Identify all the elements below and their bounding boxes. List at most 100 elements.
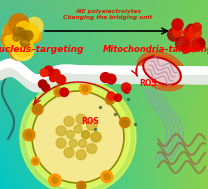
Circle shape — [154, 67, 162, 75]
Circle shape — [113, 75, 121, 83]
Circle shape — [115, 75, 123, 83]
Circle shape — [76, 150, 86, 160]
Circle shape — [60, 88, 68, 97]
Circle shape — [96, 66, 104, 74]
Circle shape — [69, 65, 77, 73]
Circle shape — [92, 75, 100, 83]
Circle shape — [3, 24, 18, 40]
Circle shape — [61, 65, 69, 73]
Circle shape — [29, 74, 37, 82]
Circle shape — [0, 61, 8, 69]
Circle shape — [181, 76, 189, 84]
Circle shape — [32, 104, 43, 115]
Ellipse shape — [137, 51, 187, 91]
Circle shape — [154, 76, 162, 84]
Circle shape — [171, 67, 179, 75]
Circle shape — [120, 117, 130, 128]
Circle shape — [172, 19, 183, 30]
Circle shape — [16, 32, 30, 46]
Circle shape — [33, 75, 42, 83]
Circle shape — [24, 31, 31, 39]
Circle shape — [88, 66, 96, 74]
Circle shape — [181, 67, 189, 75]
Circle shape — [35, 107, 40, 112]
Circle shape — [186, 76, 194, 84]
Circle shape — [163, 67, 171, 75]
Circle shape — [109, 75, 116, 83]
Circle shape — [91, 132, 101, 142]
Circle shape — [11, 69, 19, 77]
Circle shape — [119, 66, 127, 74]
Circle shape — [79, 66, 87, 74]
Circle shape — [11, 60, 19, 68]
Circle shape — [21, 38, 29, 47]
Circle shape — [9, 14, 29, 34]
Circle shape — [29, 83, 37, 91]
Circle shape — [198, 67, 206, 75]
Circle shape — [188, 76, 196, 84]
Circle shape — [192, 67, 200, 75]
Circle shape — [2, 69, 10, 77]
Circle shape — [74, 125, 82, 133]
Circle shape — [90, 75, 98, 83]
Circle shape — [106, 66, 114, 74]
Circle shape — [21, 68, 29, 76]
Circle shape — [169, 67, 177, 75]
Circle shape — [188, 40, 199, 52]
Circle shape — [12, 24, 34, 45]
Circle shape — [17, 28, 25, 36]
Circle shape — [79, 75, 87, 83]
Circle shape — [26, 132, 32, 138]
Circle shape — [4, 21, 23, 41]
Circle shape — [20, 36, 31, 47]
Circle shape — [91, 132, 101, 142]
Circle shape — [81, 66, 89, 74]
Circle shape — [0, 72, 4, 80]
Circle shape — [85, 66, 94, 74]
Circle shape — [71, 74, 79, 82]
Circle shape — [194, 76, 202, 84]
Circle shape — [158, 76, 167, 84]
Circle shape — [83, 75, 92, 83]
Circle shape — [4, 35, 16, 47]
Circle shape — [23, 70, 31, 77]
Circle shape — [96, 75, 104, 83]
Ellipse shape — [143, 57, 181, 85]
Circle shape — [56, 65, 64, 73]
Circle shape — [36, 84, 44, 92]
Circle shape — [183, 76, 192, 84]
Circle shape — [156, 76, 165, 84]
Circle shape — [77, 181, 86, 189]
Circle shape — [18, 23, 39, 43]
Circle shape — [114, 94, 121, 101]
Circle shape — [63, 74, 71, 82]
Circle shape — [98, 75, 106, 83]
Circle shape — [165, 67, 173, 75]
Circle shape — [27, 28, 42, 43]
Circle shape — [123, 66, 131, 74]
Circle shape — [33, 159, 37, 163]
Circle shape — [101, 171, 113, 183]
Circle shape — [56, 75, 65, 84]
Circle shape — [58, 65, 67, 73]
Circle shape — [152, 76, 160, 84]
Circle shape — [79, 139, 87, 148]
Circle shape — [184, 28, 195, 39]
Circle shape — [75, 66, 83, 74]
Circle shape — [69, 74, 77, 82]
Circle shape — [54, 66, 62, 74]
Circle shape — [23, 79, 31, 87]
Circle shape — [15, 72, 23, 80]
Text: Changing the bridging unit: Changing the bridging unit — [63, 15, 152, 19]
Circle shape — [187, 24, 196, 34]
Circle shape — [19, 75, 27, 83]
Circle shape — [67, 74, 75, 82]
Circle shape — [115, 66, 123, 74]
Circle shape — [56, 138, 66, 148]
Circle shape — [186, 67, 194, 75]
Circle shape — [87, 144, 97, 154]
Circle shape — [161, 67, 169, 75]
Circle shape — [50, 76, 58, 84]
Circle shape — [40, 73, 48, 81]
Circle shape — [42, 81, 50, 89]
